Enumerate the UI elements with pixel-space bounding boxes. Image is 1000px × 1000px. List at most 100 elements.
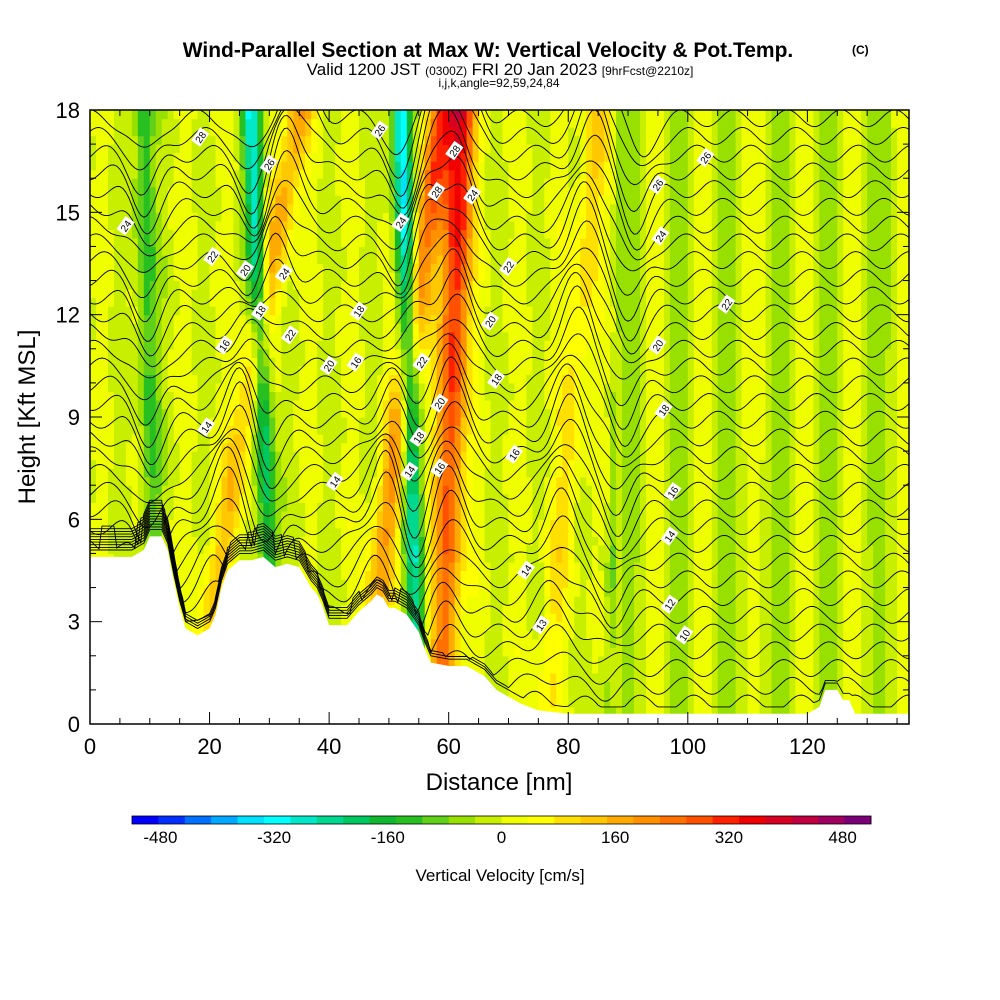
- velocity-cell: [388, 408, 396, 418]
- velocity-cell: [347, 459, 354, 469]
- velocity-cell: [305, 314, 312, 324]
- velocity-cell: [466, 229, 474, 239]
- velocity-cell: [95, 493, 103, 503]
- velocity-cell: [143, 127, 151, 137]
- velocity-cell: [215, 468, 223, 478]
- velocity-cell: [119, 306, 127, 316]
- velocity-cell: [185, 306, 193, 316]
- velocity-cell: [269, 536, 276, 546]
- velocity-cell: [119, 527, 127, 537]
- velocity-cell: [227, 127, 235, 137]
- velocity-cell: [353, 161, 360, 171]
- velocity-cell: [191, 561, 199, 572]
- velocity-cell: [203, 357, 211, 367]
- velocity-cell: [412, 246, 420, 256]
- velocity-cell: [173, 280, 181, 290]
- velocity-cell: [155, 502, 163, 512]
- velocity-cell: [101, 272, 109, 282]
- velocity-cell: [125, 442, 133, 452]
- velocity-cell: [251, 297, 258, 307]
- velocity-cell: [233, 408, 241, 418]
- velocity-cell: [299, 169, 306, 179]
- velocity-cell: [496, 382, 504, 393]
- velocity-cell: [155, 476, 163, 486]
- velocity-cell: [418, 527, 426, 537]
- velocity-cell: [484, 408, 492, 418]
- velocity-cell: [203, 331, 211, 341]
- velocity-cell: [412, 553, 420, 563]
- velocity-cell: [107, 408, 115, 418]
- velocity-cell: [203, 314, 211, 324]
- velocity-cell: [424, 408, 432, 418]
- velocity-cell: [209, 451, 217, 461]
- velocity-cell: [329, 391, 336, 401]
- velocity-cell: [131, 297, 139, 307]
- velocity-cell: [359, 254, 366, 265]
- velocity-cell: [412, 570, 420, 580]
- velocity-cell: [167, 212, 175, 222]
- velocity-cell: [143, 331, 151, 341]
- velocity-cell: [436, 246, 444, 256]
- velocity-cell: [287, 203, 294, 213]
- velocity-cell: [430, 229, 438, 239]
- velocity-cell: [221, 237, 229, 248]
- velocity-cell: [335, 570, 342, 580]
- velocity-cell: [293, 485, 300, 495]
- velocity-cell: [161, 340, 169, 350]
- velocity-cell: [406, 127, 414, 137]
- velocity-cell: [466, 604, 474, 614]
- velocity-cell: [448, 596, 456, 606]
- velocity-cell: [353, 297, 360, 307]
- velocity-cell: [185, 382, 193, 393]
- velocity-cell: [341, 561, 348, 572]
- velocity-cell: [257, 536, 264, 546]
- velocity-cell: [478, 348, 486, 358]
- velocity-cell: [335, 459, 342, 469]
- velocity-cell: [113, 502, 121, 512]
- velocity-cell: [263, 391, 270, 401]
- velocity-cell: [215, 536, 223, 546]
- velocity-cell: [388, 468, 396, 478]
- velocity-cell: [179, 468, 187, 478]
- velocity-cell: [155, 348, 163, 358]
- velocity-cell: [436, 604, 444, 614]
- velocity-cell: [454, 127, 462, 137]
- velocity-cell: [167, 348, 175, 358]
- velocity-cell: [161, 451, 169, 461]
- velocity-cell: [442, 374, 450, 384]
- velocity-cell: [251, 374, 258, 384]
- velocity-cell: [245, 186, 253, 196]
- velocity-cell: [149, 365, 157, 375]
- velocity-cell: [251, 365, 258, 375]
- velocity-cell: [95, 161, 103, 171]
- velocity-cell: [155, 408, 163, 418]
- velocity-cell: [203, 604, 211, 614]
- velocity-cell: [347, 442, 354, 452]
- velocity-cell: [215, 289, 223, 299]
- velocity-cell: [496, 408, 504, 418]
- velocity-cell: [209, 553, 217, 563]
- velocity-cell: [335, 254, 342, 265]
- velocity-cell: [203, 459, 211, 469]
- velocity-cell: [406, 297, 414, 307]
- velocity-cell: [269, 314, 276, 324]
- velocity-cell: [394, 442, 402, 452]
- velocity-cell: [191, 596, 199, 606]
- velocity-cell: [359, 587, 366, 597]
- velocity-cell: [424, 306, 432, 316]
- velocity-cell: [454, 417, 462, 427]
- velocity-cell: [388, 442, 396, 452]
- velocity-cell: [113, 399, 121, 410]
- velocity-cell: [394, 323, 402, 333]
- velocity-cell: [430, 493, 438, 503]
- velocity-cell: [137, 135, 145, 145]
- velocity-cell: [496, 229, 504, 239]
- velocity-cell: [478, 391, 486, 401]
- velocity-cell: [149, 178, 157, 188]
- velocity-cell: [388, 382, 396, 393]
- velocity-cell: [185, 476, 193, 486]
- velocity-cell: [221, 519, 229, 529]
- velocity-cell: [239, 237, 247, 248]
- velocity-cell: [215, 417, 223, 427]
- velocity-cell: [269, 135, 276, 145]
